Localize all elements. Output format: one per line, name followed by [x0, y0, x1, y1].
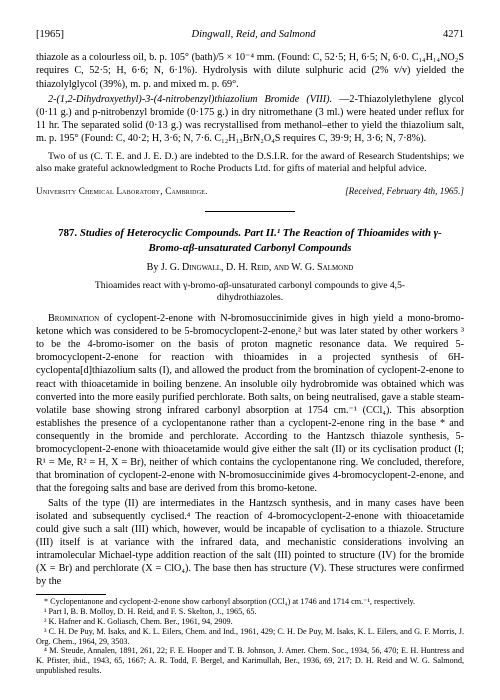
authors-line: By J. G. Dingwall, D. H. Reid, and W. G.…: [36, 262, 464, 275]
running-header: [1965] Dingwall, Reid, and Salmond 4271: [36, 28, 464, 41]
header-authors: Dingwall, Reid, and Salmond: [192, 28, 316, 41]
authors-names: J. G. Dingwall, D. H. Reid, and W. G. Sa…: [161, 262, 354, 273]
top-para-1-text: thiazole as a colourless oil, b. p. 105°…: [36, 52, 464, 89]
footnote-1: ¹ Part I, B. B. Molloy, D. H. Reid, and …: [36, 607, 464, 617]
article-number: 787.: [58, 227, 77, 239]
header-year: [1965]: [36, 28, 64, 41]
footnotes: * Cyclopentanone and cyclopent-2-enone s…: [36, 597, 464, 676]
footnote-3: ³ C. H. De Puy, M. Isaks, and K. L. Eile…: [36, 627, 464, 647]
body-para-1: Bromination of cyclopent-2-enone with N-…: [36, 312, 464, 495]
acknowledgment: Two of us (C. T. E. and J. E. D.) are in…: [36, 151, 464, 176]
article-title-text: Studies of Heterocyclic Compounds. Part …: [80, 227, 442, 254]
body-lead: Bromination: [48, 313, 99, 324]
footnote-2: ² K. Hafner and K. Goliasch, Chem. Ber.,…: [36, 617, 464, 627]
authors-by: By: [147, 262, 159, 273]
abstract: Thioamides react with γ-bromo-αβ-unsatur…: [64, 280, 436, 304]
top-para-2-title: 2-(1,2-Dihydroxyethyl)-3-(4-nitrobenzyl)…: [48, 94, 332, 105]
section-rule: [205, 211, 295, 212]
affiliation: University Chemical Laboratory, Cambridg…: [36, 186, 208, 198]
article-title: 787. Studies of Heterocyclic Compounds. …: [42, 226, 458, 255]
body-para-2: Salts of the type (II) are intermediates…: [36, 497, 464, 588]
received-date: [Received, February 4th, 1965.]: [345, 186, 464, 198]
top-para-1: thiazole as a colourless oil, b. p. 105°…: [36, 51, 464, 90]
body-1-text: of cyclopent-2-enone with N-bromosuccini…: [36, 313, 464, 494]
top-para-2: 2-(1,2-Dihydroxyethyl)-3-(4-nitrobenzyl)…: [36, 93, 464, 145]
affiliation-row: University Chemical Laboratory, Cambridg…: [36, 186, 464, 198]
footnote-rule: [36, 594, 106, 595]
footnote-star: * Cyclopentanone and cyclopent-2-enone s…: [36, 597, 464, 607]
header-page: 4271: [443, 28, 464, 41]
footnote-4: ⁴ M. Steude, Annalen, 1891, 261, 22; F. …: [36, 646, 464, 676]
